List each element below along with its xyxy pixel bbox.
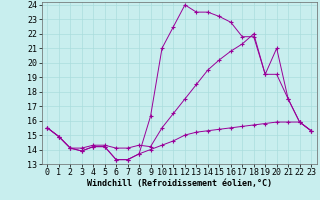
X-axis label: Windchill (Refroidissement éolien,°C): Windchill (Refroidissement éolien,°C) xyxy=(87,179,272,188)
